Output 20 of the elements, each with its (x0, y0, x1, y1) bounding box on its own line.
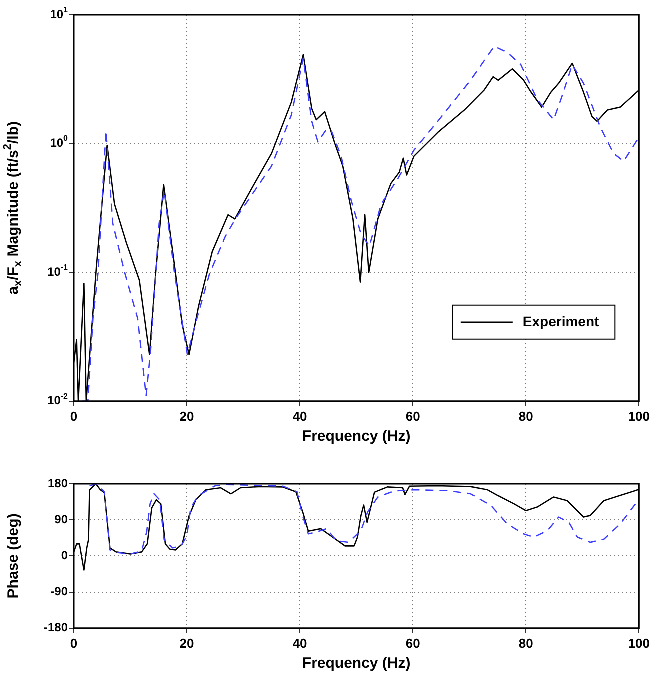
x-tick-label: 60 (406, 636, 420, 651)
legend-label: Experiment (522, 313, 600, 330)
y-tick-label: 90 (54, 512, 68, 526)
y-tick-label: -90 (50, 584, 68, 599)
x-tick-label: 20 (180, 636, 194, 651)
x-tick-label: 40 (292, 636, 308, 651)
y-axis-title: Phase (deg) (5, 514, 22, 599)
y-tick-label: -180 (44, 620, 68, 635)
x-axis-title: Frequency (Hz) (302, 655, 411, 672)
x-tick-label: 80 (518, 408, 534, 424)
x-tick-label: 80 (518, 636, 534, 651)
x-axis-title: Frequency (Hz) (302, 428, 411, 446)
y-tick-label: 0 (61, 548, 68, 563)
y-axis-title: ax/Fx Magnitude (ft/s2/lb) (2, 122, 25, 295)
x-tick-label: 100 (628, 408, 650, 424)
y-tick-label: 180 (48, 476, 68, 490)
x-tick-label: 40 (292, 408, 308, 424)
x-tick-label: 60 (406, 408, 420, 424)
x-tick-label: 100 (628, 636, 650, 651)
x-tick-label: 20 (180, 408, 194, 424)
